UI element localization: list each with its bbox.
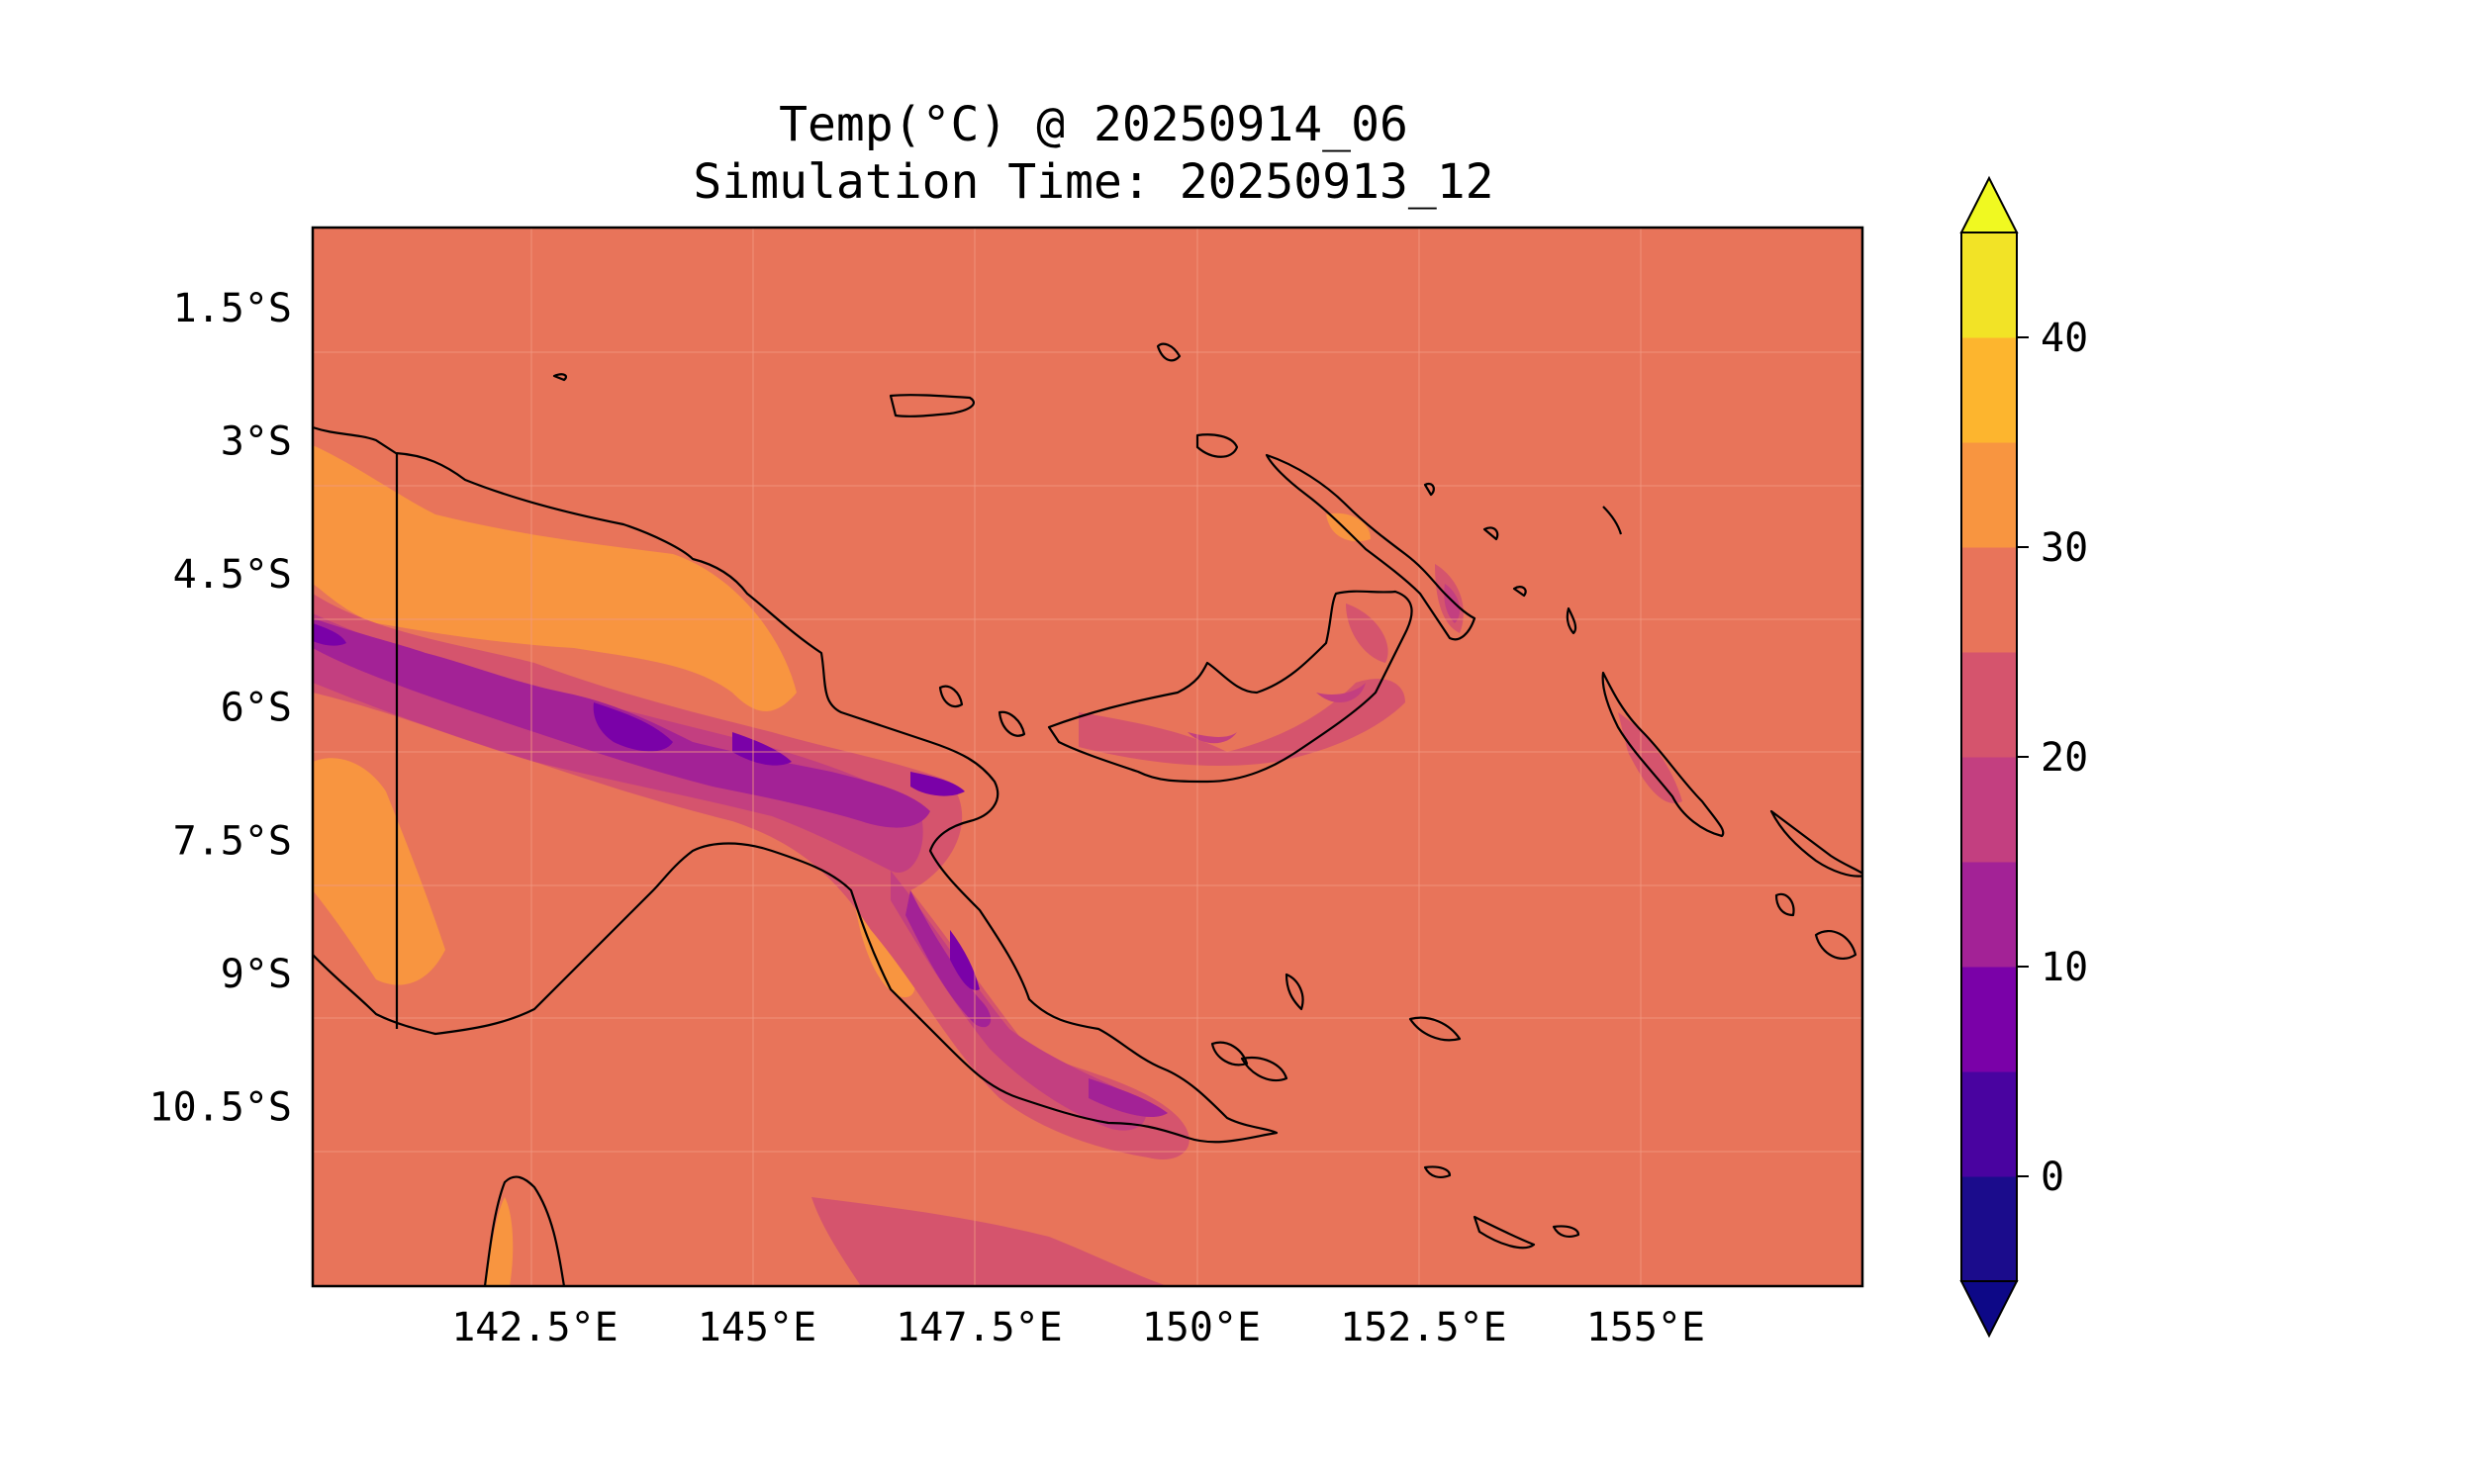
coastlines [313,342,1862,1286]
colorbar-segment [1961,1071,2017,1177]
lon-tick-label: 150°E [1142,1305,1261,1350]
lat-tick-label: 6°S [221,686,292,731]
lon-tick-label: 147.5°E [896,1305,1063,1350]
colorbar-extend-max [1959,175,2019,233]
map-frame [311,226,1864,1288]
lon-tick-label: 142.5°E [451,1305,618,1350]
lat-tick-label: 1.5°S [173,286,292,331]
lat-tick-label: 3°S [221,418,292,464]
colorbar-tick-labels: 0 10 20 30 40 [2017,316,2088,1200]
colorbar-segment [1961,547,2017,653]
colorbar [1959,175,2019,1339]
colorbar-segment [1961,442,2017,548]
colorbar-tick-label: 10 [2041,945,2088,990]
lat-tick-label: 9°S [221,952,292,997]
lon-tick-label: 145°E [698,1305,816,1350]
colorbar-tick-label: 20 [2041,735,2088,781]
lon-tick-labels: 142.5°E 145°E 147.5°E 150°E 152.5°E 155°E [451,1305,1705,1350]
map-title: Temp(°C) @ 20250914_06 [779,97,1408,152]
colorbar-segment [1961,337,2017,443]
colorbar-segment [1961,652,2017,758]
colorbar-tick-label: 30 [2041,525,2088,571]
map-gridlines [313,228,1862,1286]
lon-tick-label: 152.5°E [1340,1305,1507,1350]
lon-tick-label: 155°E [1586,1305,1705,1350]
colorbar-segment [1961,967,2017,1072]
map-subtitle: Simulation Time: 20250913_12 [693,154,1493,210]
colorbar-segment [1961,1176,2017,1282]
map-panel [313,228,1862,1286]
colorbar-tick-label: 40 [2041,316,2088,361]
colorbar-segment [1961,862,2017,968]
lat-tick-label: 4.5°S [173,552,292,598]
colorbar-tick-label: 0 [2041,1155,2064,1200]
colorbar-segment [1961,757,2017,863]
colorbar-segment [1961,232,2017,338]
colorbar-extend-min [1959,1280,2019,1339]
lat-tick-label: 10.5°S [149,1085,293,1131]
contour-5-10 [313,623,980,990]
lat-tick-labels: 1.5°S 3°S 4.5°S 6°S 7.5°S 9°S 10.5°S [149,286,293,1131]
lat-tick-label: 7.5°S [173,818,292,864]
